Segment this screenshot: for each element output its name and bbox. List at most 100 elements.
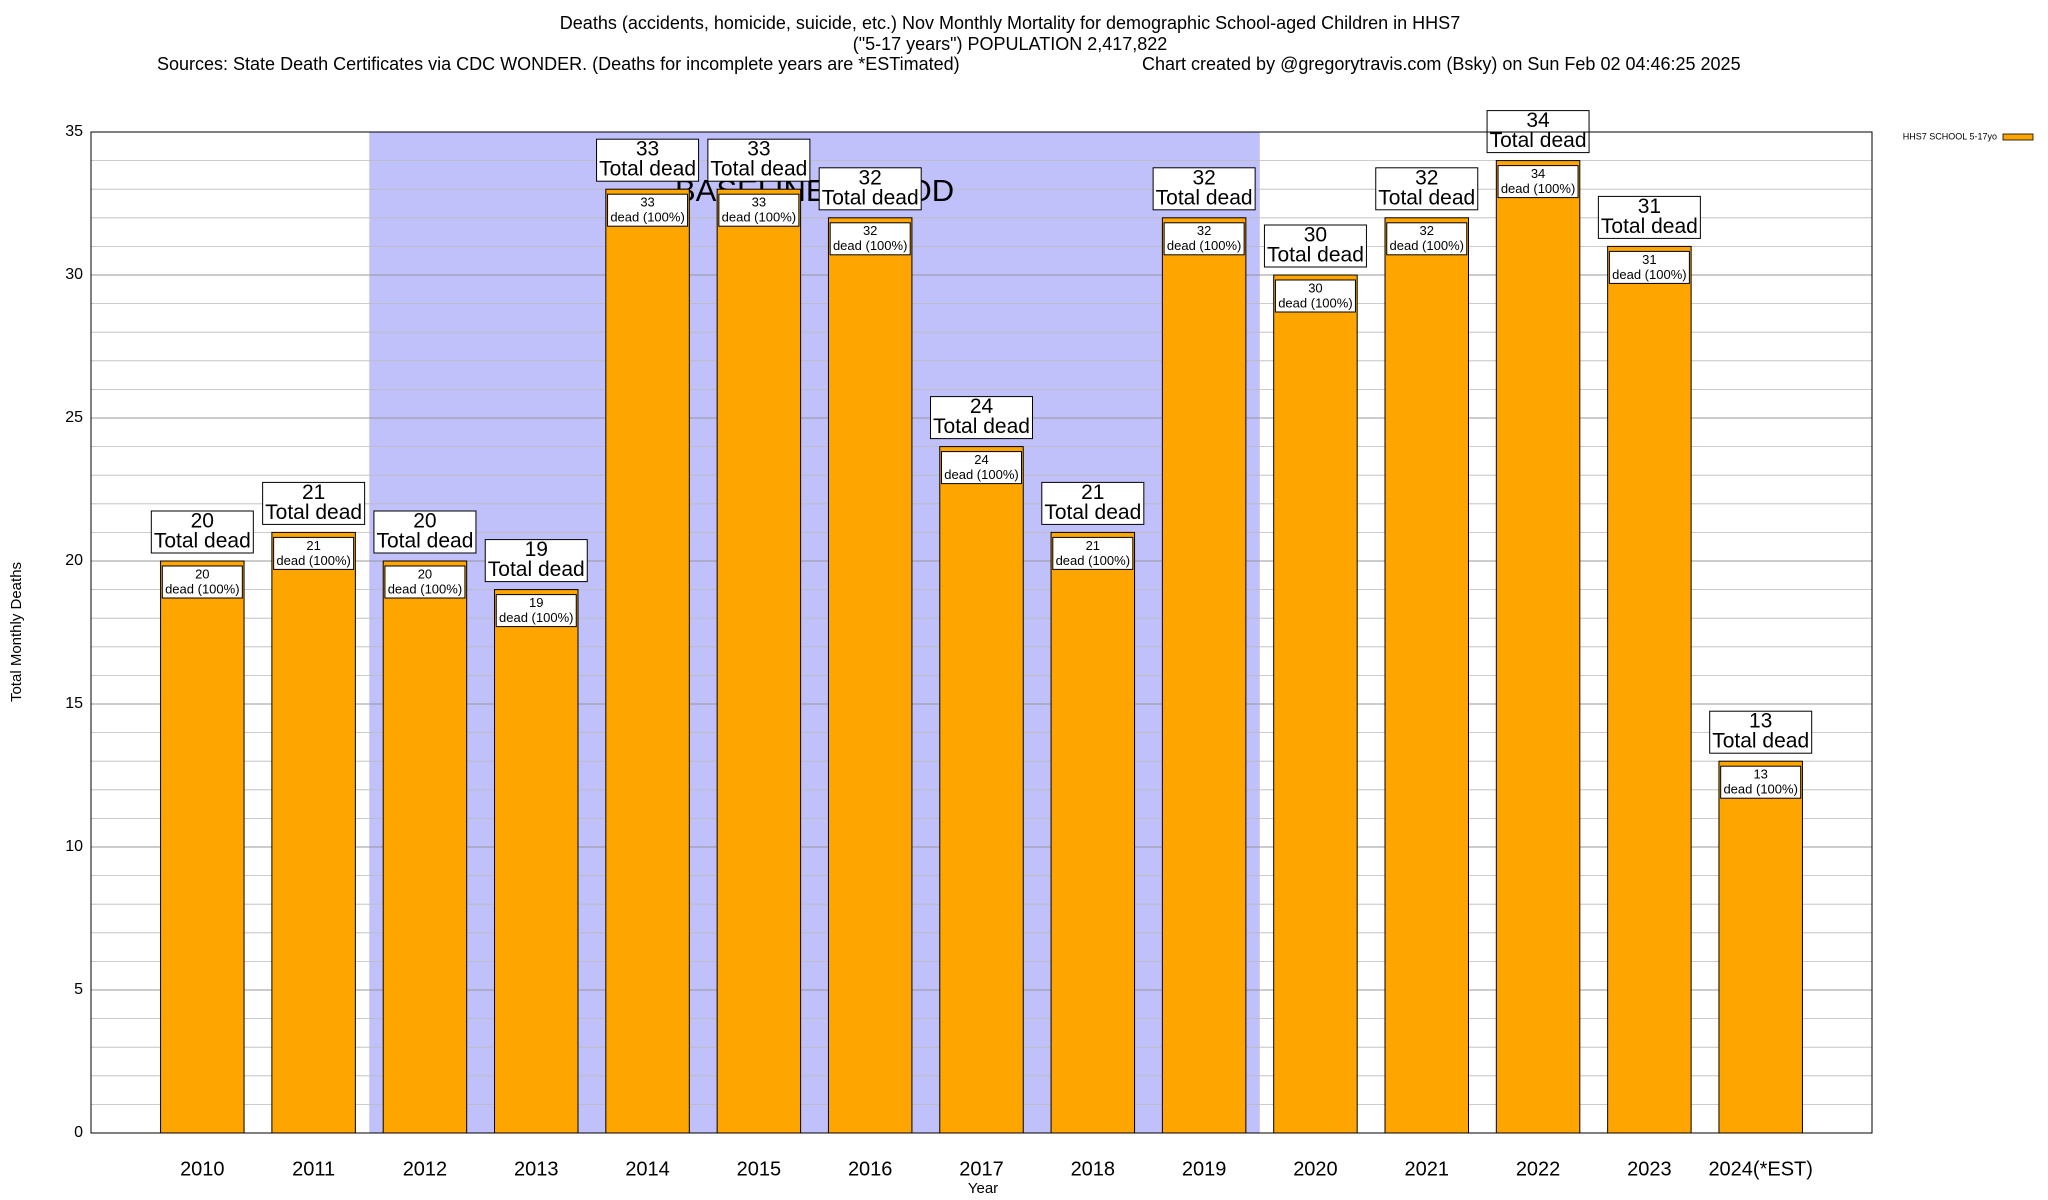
inner-value-label: 24 [974, 452, 988, 467]
x-tick-label: 2017 [959, 1158, 1004, 1180]
top-value-label: 32 [1192, 166, 1215, 189]
top-label-text: Total dead [154, 530, 251, 553]
top-value-label: 34 [1526, 109, 1550, 132]
top-label-text: Total dead [1712, 730, 1809, 753]
y-tick-label: 25 [65, 409, 83, 426]
inner-value-label: 21 [1086, 538, 1100, 553]
x-tick-label: 2020 [1293, 1158, 1338, 1180]
inner-value-label: 34 [1531, 166, 1545, 181]
top-value-label: 20 [191, 510, 214, 533]
bar [605, 188, 690, 1134]
x-tick-label: 2021 [1405, 1158, 1450, 1180]
top-label-text: Total dead [710, 158, 807, 181]
top-label-text: Total dead [1156, 186, 1253, 209]
chart-subtitle: ("5-17 years") POPULATION 2,417,822 [853, 34, 1168, 54]
inner-value-label: 32 [1197, 223, 1211, 238]
top-label-text: Total dead [1267, 244, 1364, 267]
inner-label-box [1497, 165, 1579, 199]
inner-label-box [384, 565, 466, 599]
top-label-box [1597, 195, 1701, 239]
inner-label-box [1386, 222, 1468, 256]
top-value-label: 33 [747, 138, 770, 161]
top-label-box [484, 539, 588, 583]
inner-label-text: dead (100%) [1612, 267, 1686, 282]
inner-label-box [1274, 279, 1356, 313]
inner-label-text: dead (100%) [610, 210, 684, 225]
x-axis-label: Year [968, 1180, 998, 1197]
bar [1495, 160, 1581, 1134]
top-label-box [1709, 710, 1813, 754]
top-label-text: Total dead [1044, 501, 1141, 524]
inner-label-text: dead (100%) [1167, 238, 1241, 253]
top-value-label: 24 [970, 395, 994, 418]
top-label-text: Total dead [488, 558, 585, 581]
inner-value-label: 20 [418, 566, 432, 581]
y-tick-label: 30 [65, 266, 83, 283]
inner-label-box [1163, 222, 1245, 256]
top-value-label: 31 [1638, 195, 1661, 218]
top-value-label: 19 [525, 538, 548, 561]
inner-label-text: dead (100%) [722, 210, 796, 225]
top-label-text: Total dead [933, 415, 1030, 438]
top-label-text: Total dead [1378, 186, 1475, 209]
inner-label-box [161, 565, 243, 599]
credit-note: Chart created by @gregorytravis.com (Bsk… [1142, 54, 1741, 74]
x-tick-label: 2015 [737, 1158, 782, 1180]
top-label-text: Total dead [1490, 129, 1587, 152]
inner-label-text: dead (100%) [1723, 782, 1797, 797]
x-tick-label: 2018 [1071, 1158, 1116, 1180]
x-tick-label: 2014 [625, 1158, 670, 1180]
inner-label-text: dead (100%) [276, 553, 350, 568]
inner-label-box [718, 193, 800, 227]
inner-label-text: dead (100%) [388, 581, 462, 596]
x-tick-label: 2019 [1182, 1158, 1227, 1180]
y-tick-label: 20 [65, 552, 83, 569]
bar [827, 217, 913, 1134]
x-tick-label: 2012 [403, 1158, 448, 1180]
inner-label-text: dead (100%) [944, 467, 1018, 482]
top-label-box [262, 481, 366, 525]
top-label-box [373, 510, 477, 554]
top-value-label: 20 [413, 510, 436, 533]
inner-label-text: dead (100%) [833, 238, 907, 253]
inner-label-box [495, 594, 577, 628]
x-tick-label: 2013 [514, 1158, 559, 1180]
bar [716, 188, 802, 1134]
inner-value-label: 33 [752, 195, 766, 210]
x-tick-label: 2016 [848, 1158, 893, 1180]
top-label-box [596, 138, 700, 182]
source-note: Sources: State Death Certificates via CD… [157, 54, 960, 74]
inner-value-label: 13 [1753, 767, 1767, 782]
top-label-text: Total dead [376, 530, 473, 553]
legend-swatch [2002, 133, 2034, 141]
inner-label-box [1052, 536, 1134, 570]
y-tick-label: 35 [65, 123, 83, 140]
bar [1050, 531, 1136, 1134]
top-label-text: Total dead [822, 186, 919, 209]
inner-value-label: 19 [529, 595, 543, 610]
inner-label-text: dead (100%) [1056, 553, 1130, 568]
inner-label-text: dead (100%) [1390, 238, 1464, 253]
bar [939, 446, 1024, 1134]
top-value-label: 21 [302, 481, 325, 504]
y-tick-label: 15 [65, 695, 83, 712]
inner-label-box [1720, 765, 1802, 799]
inner-label-text: dead (100%) [1278, 295, 1352, 310]
inner-label-box [941, 451, 1022, 485]
inner-value-label: 30 [1308, 280, 1322, 295]
y-tick-label: 0 [74, 1124, 83, 1141]
top-label-box [818, 167, 922, 211]
inner-value-label: 21 [306, 538, 320, 553]
inner-label-box [273, 536, 355, 570]
bar [1273, 274, 1358, 1134]
inner-value-label: 20 [195, 566, 209, 581]
bar [271, 531, 356, 1134]
top-label-box [1263, 224, 1367, 268]
inner-value-label: 33 [640, 195, 654, 210]
top-label-box [150, 510, 254, 554]
top-value-label: 13 [1749, 710, 1772, 733]
bar [1161, 217, 1247, 1134]
plot-frame [90, 131, 1873, 1134]
inner-label-box [607, 193, 689, 227]
